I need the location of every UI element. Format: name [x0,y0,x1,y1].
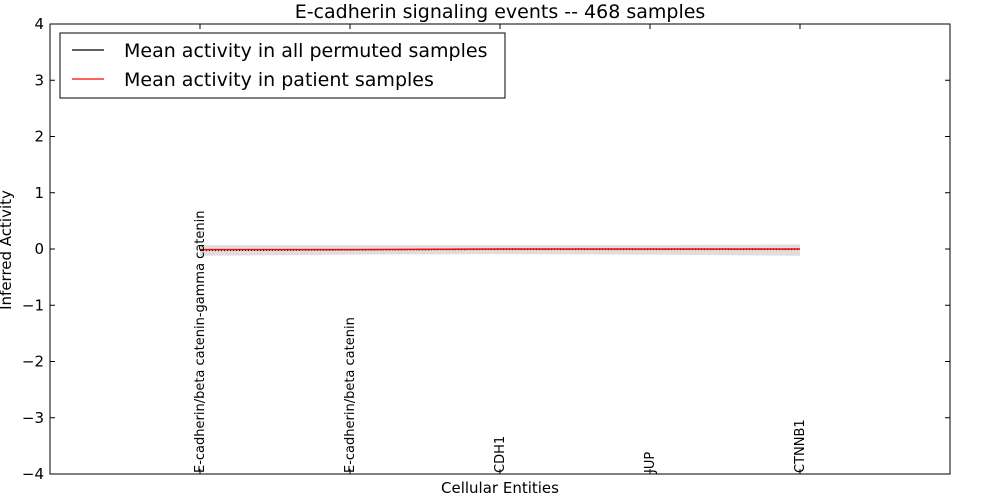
legend: Mean activity in all permuted samples Mea… [59,32,506,99]
x-category-label: JUP [643,452,658,474]
legend-label: Mean activity in patient samples [124,69,434,91]
chart-title: E-cadherin signaling events -- 468 sampl… [295,1,706,23]
legend-box [59,32,506,99]
legend-label: Mean activity in all permuted samples [124,40,487,62]
y-tick-label: −1 [22,296,44,314]
y-tick-label: 3 [34,71,44,89]
y-tick-label: 2 [34,128,44,146]
y-axis-label: Inferred Activity [0,190,15,310]
x-category-label: CTNNB1 [793,419,808,473]
x-category-label: E-cadherin/beta catenin [343,317,358,473]
y-tick-label: 1 [34,184,44,202]
confidence-band [200,244,800,256]
y-tick-label: −2 [22,353,44,371]
y-tick-label: −3 [22,409,44,427]
y-tick-label: −4 [22,465,44,483]
series-line-patient [200,248,800,251]
y-tick-label: 0 [34,240,44,258]
x-category-label: E-cadherin/beta catenin-gamma catenin [193,211,208,473]
x-axis-label: Cellular Entities [441,479,559,497]
x-category-label: CDH1 [493,436,508,473]
y-tick-label: 4 [34,15,44,33]
